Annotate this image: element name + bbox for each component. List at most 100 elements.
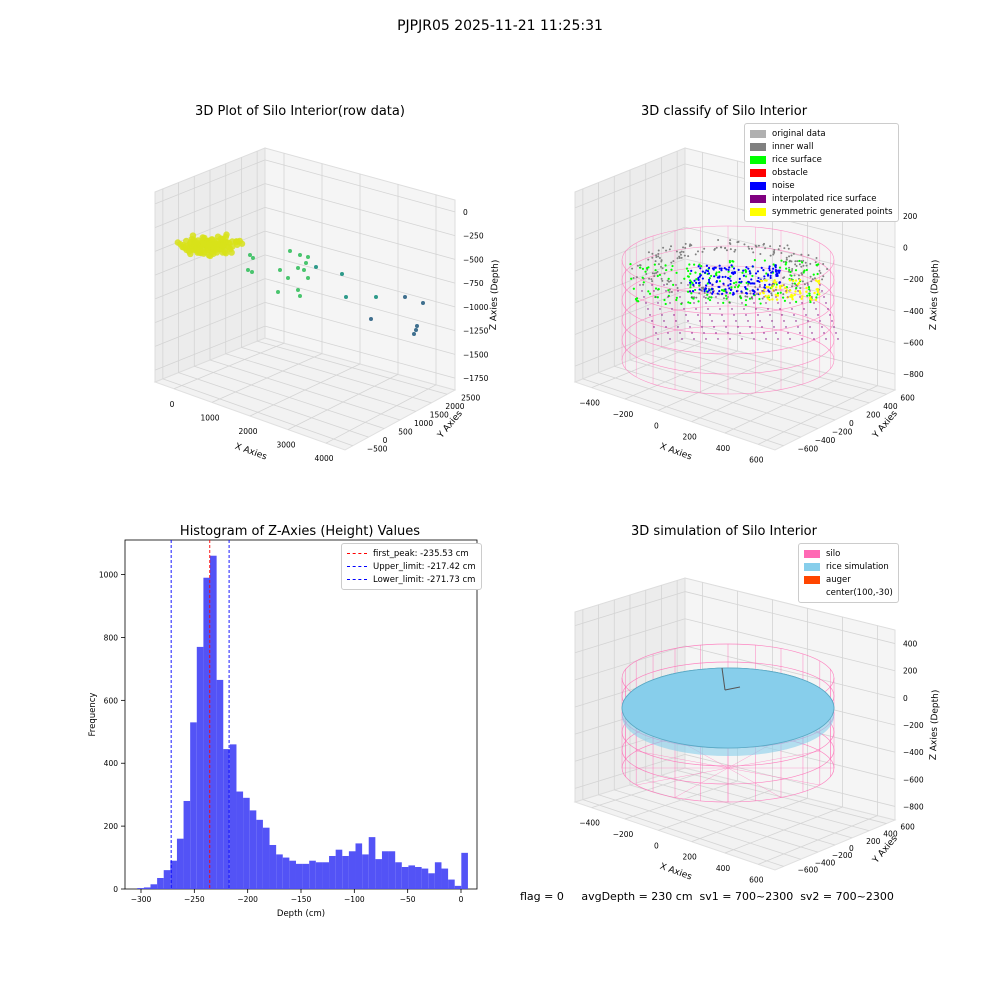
interp-point: [807, 284, 809, 286]
sym-point: [776, 294, 779, 297]
noise-point: [768, 265, 771, 268]
wall-point: [694, 253, 697, 256]
noise-point: [698, 288, 701, 291]
point: [298, 253, 302, 257]
x-tick-label: −200: [237, 895, 258, 904]
point: [219, 249, 226, 256]
grid-line: [645, 353, 853, 412]
wall-point: [631, 267, 634, 270]
z-tick-label: −1750: [463, 374, 489, 383]
surface-point: [783, 299, 787, 302]
legend-line-swatch: [347, 553, 367, 554]
noise-point: [752, 282, 755, 285]
interp-point: [651, 284, 653, 286]
interp-point: [761, 290, 763, 292]
grid-line: [154, 278, 266, 323]
point: [414, 328, 418, 332]
z-tick-label: 400: [903, 640, 918, 649]
interp-point: [711, 284, 713, 286]
wall-point: [733, 250, 736, 253]
sym-point: [775, 298, 779, 301]
z-tick-label: 0: [903, 244, 908, 253]
x-tick-label: 3000: [276, 441, 295, 450]
silo-floor-spoke: [727, 767, 782, 798]
interp-point: [671, 308, 673, 310]
sym-point: [813, 291, 816, 295]
histogram-bar: [421, 868, 429, 889]
wall-point: [821, 278, 824, 281]
point: [236, 237, 243, 245]
noise-point: [738, 277, 741, 280]
wall-point: [798, 263, 801, 266]
grid-line: [614, 789, 818, 853]
noise-point: [705, 269, 708, 272]
grid-line: [574, 195, 686, 240]
surface-point: [658, 273, 662, 276]
wall-point: [801, 280, 804, 283]
point: [415, 324, 419, 328]
interp-point: [825, 338, 827, 340]
z-tick-label: −1000: [463, 303, 489, 312]
interp-point: [775, 332, 777, 334]
wall-point: [635, 276, 638, 279]
legend-entry: noise: [750, 179, 893, 192]
wall-point: [806, 282, 809, 285]
point: [314, 265, 318, 269]
wall-point: [729, 242, 732, 245]
y-tick-label: 200: [866, 410, 881, 419]
interp-point: [791, 308, 793, 310]
noise-point: [711, 292, 714, 295]
histogram-bar: [335, 849, 343, 889]
legend-entry: auger: [804, 573, 893, 586]
noise-point: [769, 274, 772, 278]
wall-point: [660, 259, 663, 262]
surface-point: [687, 269, 690, 273]
noise-point: [748, 270, 751, 273]
interp-point: [677, 290, 679, 292]
interp-point: [777, 302, 779, 304]
wall-point: [709, 291, 712, 294]
wall-point: [657, 249, 660, 252]
noise-point: [768, 290, 771, 293]
x-axis-label: X Axies: [658, 862, 693, 883]
noise-point: [706, 290, 709, 293]
sym-point: [772, 284, 775, 287]
grid-line: [598, 372, 801, 438]
interp-point: [785, 326, 787, 328]
wall-point: [734, 248, 737, 251]
noise-point: [692, 283, 695, 286]
grid-line: [582, 378, 784, 447]
histogram-bar: [216, 679, 224, 889]
wall-point: [758, 285, 761, 288]
grid-line: [574, 618, 686, 654]
wall-point: [689, 243, 692, 246]
legend-entry: original data: [750, 127, 893, 140]
interp-point: [715, 296, 717, 298]
noise-point: [775, 274, 778, 277]
y-tick-label: 600: [900, 823, 915, 832]
noise-point: [724, 288, 727, 291]
x-tick-label: 0: [459, 895, 464, 904]
wall-point: [803, 283, 806, 286]
surface-point: [644, 270, 647, 273]
noise-point: [747, 280, 750, 283]
sym-point: [791, 294, 794, 298]
z-axis-label: Z Axies (Depth): [489, 260, 500, 331]
x-tick-label: −50: [400, 895, 416, 904]
legend-entry: first_peak: -235.53 cm: [347, 547, 476, 560]
grid-line: [225, 353, 416, 412]
sym-point: [814, 298, 818, 302]
noise-point: [750, 278, 753, 281]
point: [412, 332, 416, 336]
interp-point: [735, 284, 737, 286]
wall-point: [722, 297, 725, 300]
grid-line: [241, 347, 432, 404]
wall-point: [792, 252, 795, 255]
wall-point: [787, 247, 790, 250]
surface-point: [656, 296, 659, 299]
wall-point: [657, 255, 660, 258]
sym-point: [760, 279, 764, 283]
interp-point: [817, 314, 819, 316]
interp-point: [669, 302, 671, 304]
grid-line: [684, 618, 896, 672]
